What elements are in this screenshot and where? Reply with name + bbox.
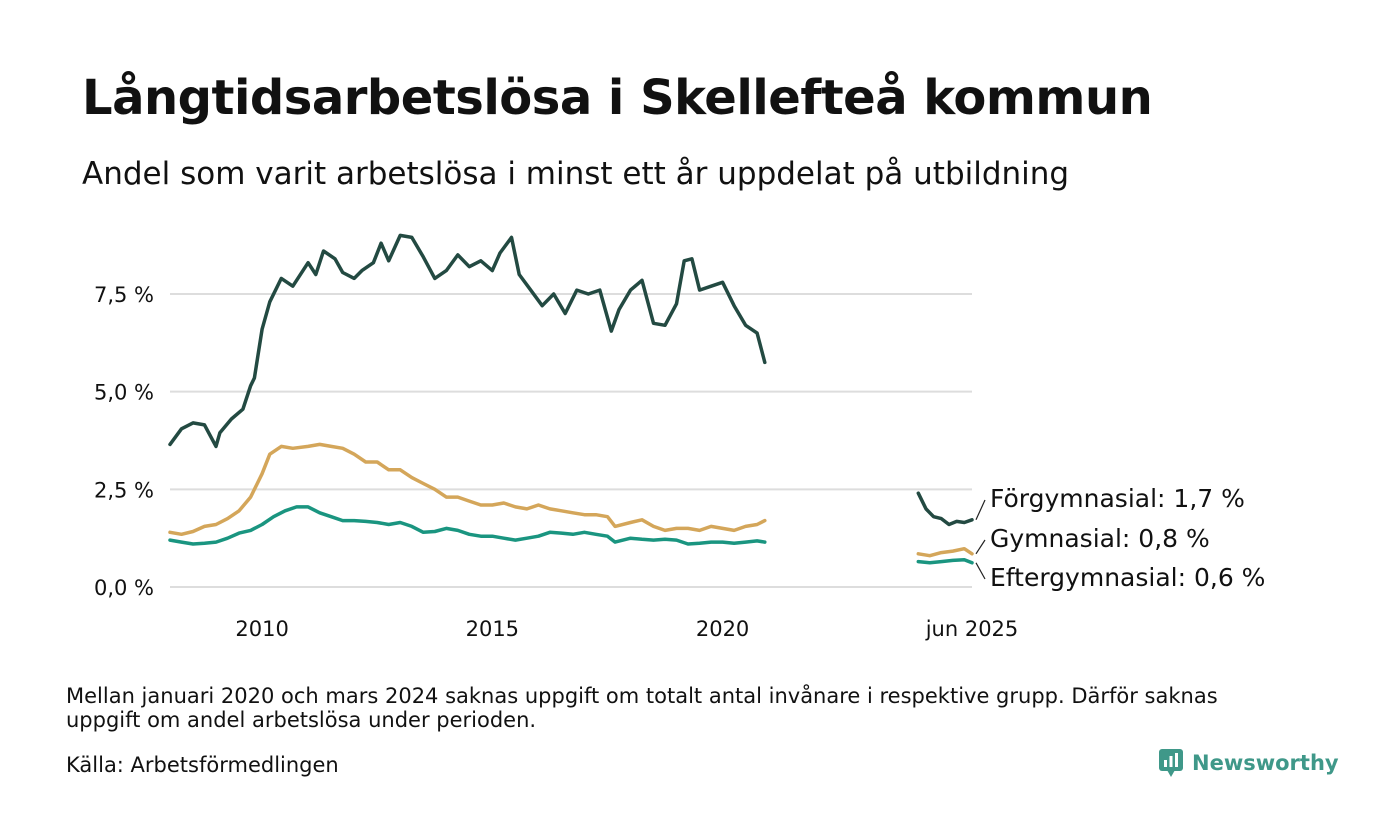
y-tick-label: 2,5 % [94, 478, 154, 502]
series-line-gymnasial [168, 442, 767, 537]
end-label-leader [975, 539, 986, 555]
newsworthy-logo-icon [1159, 749, 1183, 777]
y-tick-label: 7,5 % [94, 283, 154, 307]
brand-name: Newsworthy [1192, 751, 1339, 775]
source-text: Källa: Arbetsförmedlingen [66, 753, 339, 777]
end-label-leader [975, 562, 986, 580]
gridlines [170, 293, 972, 588]
x-tick-label: 2020 [696, 617, 749, 641]
y-axis-ticks: 0,0 % 2,5 % 5,0 % 7,5 % [94, 283, 154, 600]
end-label-eftergymnasial: Eftergymnasial: 0,6 % [990, 563, 1265, 592]
series-line-förgymnasial [916, 491, 974, 527]
x-axis-ticks: 2010 2015 2020 jun 2025 [235, 617, 1018, 641]
series-line-gymnasial [916, 546, 974, 558]
x-tick-label: jun 2025 [925, 617, 1019, 641]
y-tick-label: 5,0 % [94, 381, 154, 405]
y-tick-label: 0,0 % [94, 576, 154, 600]
end-label-leader [975, 499, 986, 521]
series-lines [168, 233, 974, 565]
brand-logo[interactable]: Newsworthy [1158, 748, 1339, 778]
x-tick-label: 2015 [466, 617, 519, 641]
footnote: Mellan januari 2020 och mars 2024 saknas… [66, 684, 1218, 732]
chart-subtitle: Andel som varit arbetslösa i minst ett å… [82, 156, 1070, 192]
end-labels: Förgymnasial: 1,7 % Gymnasial: 0,8 % Efter… [975, 484, 1265, 592]
series-line-förgymnasial [168, 233, 767, 449]
chart-title: Långtidsarbetslösa i Skellefteå kommun [82, 70, 1153, 126]
series-line-eftergymnasial [916, 557, 974, 565]
end-label-gymnasial: Gymnasial: 0,8 % [990, 524, 1210, 553]
x-tick-label: 2010 [235, 617, 288, 641]
series-line-eftergymnasial [168, 505, 767, 546]
end-label-förgymnasial: Förgymnasial: 1,7 % [990, 484, 1245, 513]
